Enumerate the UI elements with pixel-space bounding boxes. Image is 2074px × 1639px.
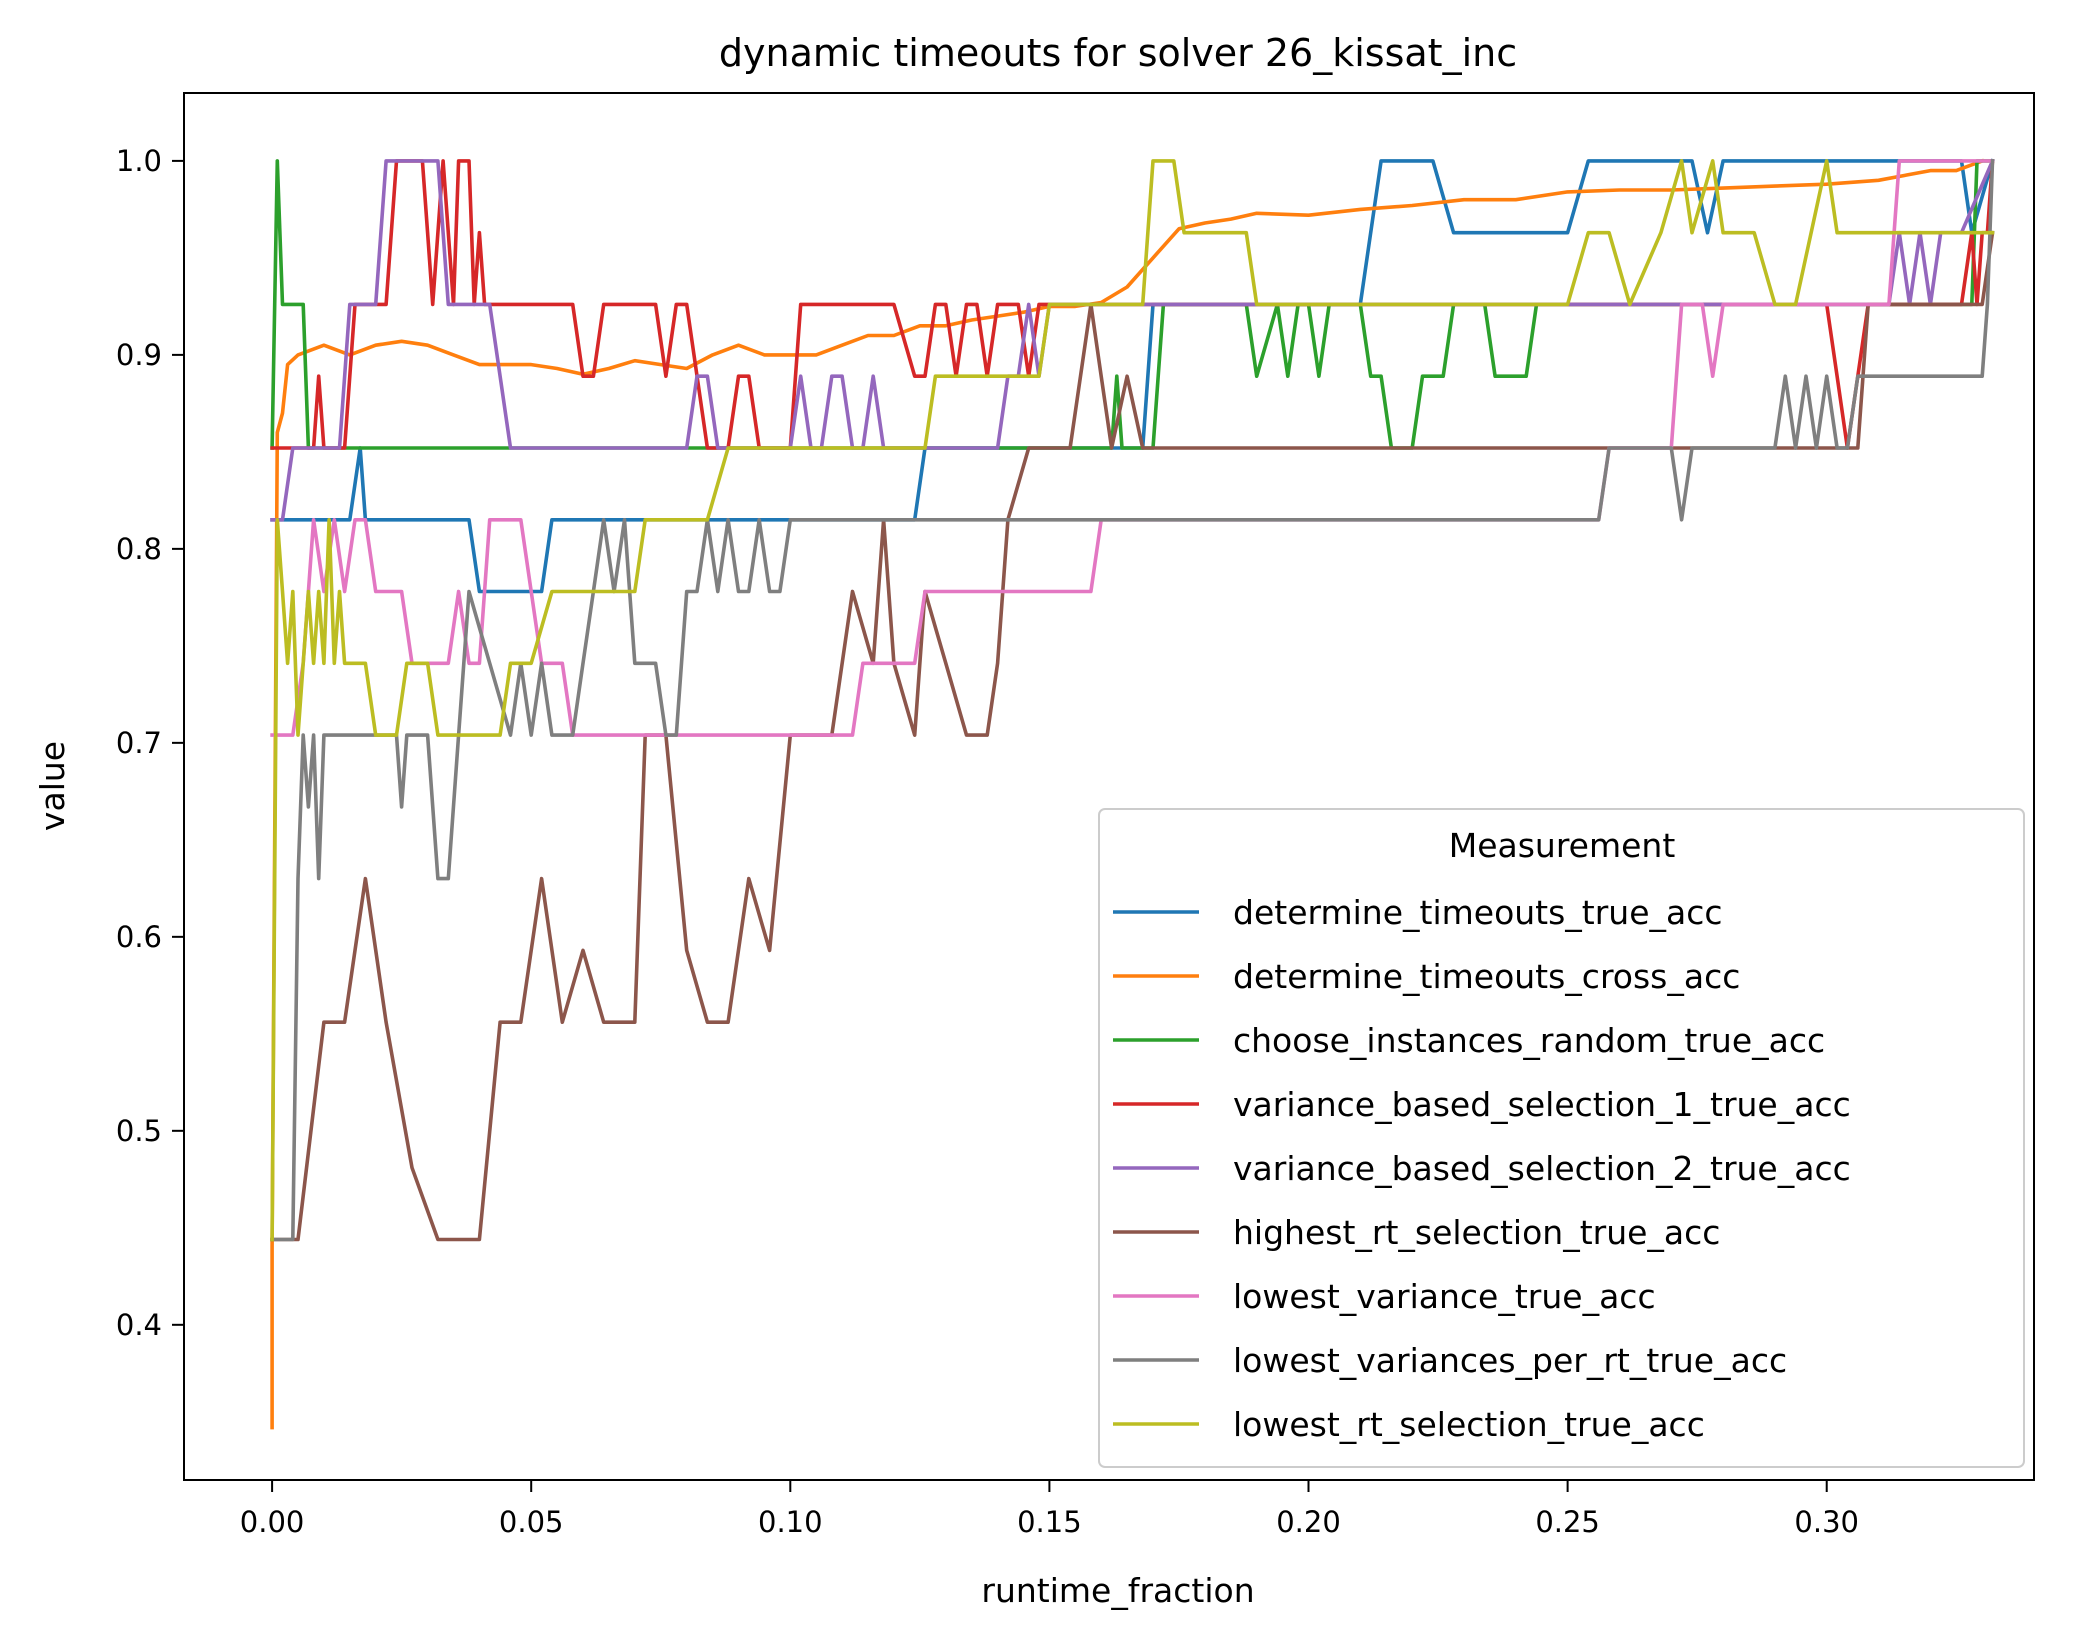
y-tick-label: 0.9 bbox=[116, 338, 162, 372]
y-tick-label: 0.7 bbox=[116, 726, 162, 760]
y-tick-label: 0.8 bbox=[116, 532, 162, 566]
legend-label-4: variance_based_selection_2_true_acc bbox=[1233, 1149, 1851, 1188]
legend-label-5: highest_rt_selection_true_acc bbox=[1233, 1213, 1720, 1252]
series-line-7 bbox=[270, 159, 1995, 1242]
plot-lines bbox=[270, 158, 1995, 1430]
legend-label-6: lowest_variance_true_acc bbox=[1233, 1277, 1656, 1316]
y-tick-label: 0.6 bbox=[116, 920, 162, 954]
series-line-6 bbox=[270, 159, 1995, 737]
x-tick-label: 0.25 bbox=[1535, 1505, 1600, 1539]
legend-entries: determine_timeouts_true_acc determine_tim… bbox=[1113, 893, 1851, 1444]
y-tick-label: 0.5 bbox=[116, 1114, 162, 1148]
x-tick-label: 0.20 bbox=[1276, 1505, 1341, 1539]
plot-frame bbox=[183, 92, 2035, 1481]
series-line-8 bbox=[270, 159, 1995, 1242]
y-tick-label: 0.4 bbox=[116, 1308, 162, 1342]
x-tick-label: 0.15 bbox=[1017, 1505, 1082, 1539]
x-tick-label: 0.00 bbox=[240, 1505, 305, 1539]
x-tick-label: 0.30 bbox=[1794, 1505, 1859, 1539]
x-axis-label: runtime_fraction bbox=[981, 1571, 1254, 1610]
series-line-1 bbox=[270, 158, 1985, 1430]
y-tick-label: 1.0 bbox=[116, 144, 162, 178]
x-tick-label: 0.10 bbox=[758, 1505, 823, 1539]
legend-label-0: determine_timeouts_true_acc bbox=[1233, 893, 1723, 932]
legend-label-3: variance_based_selection_1_true_acc bbox=[1233, 1085, 1851, 1124]
y-axis-ticks: 0.4 0.5 0.6 0.7 0.8 0.9 1.0 bbox=[116, 144, 184, 1342]
legend-title: Measurement bbox=[1449, 826, 1676, 865]
legend-label-1: determine_timeouts_cross_acc bbox=[1233, 957, 1740, 996]
legend-box bbox=[1098, 808, 2025, 1468]
x-axis-ticks: 0.00 0.05 0.10 0.15 0.20 0.25 0.30 bbox=[240, 1480, 1859, 1539]
y-axis-label: value bbox=[33, 741, 72, 831]
chart-title: dynamic timeouts for solver 26_kissat_in… bbox=[719, 31, 1517, 75]
legend-label-8: lowest_rt_selection_true_acc bbox=[1233, 1405, 1705, 1444]
x-tick-label: 0.05 bbox=[499, 1505, 564, 1539]
legend-label-7: lowest_variances_per_rt_true_acc bbox=[1233, 1341, 1787, 1380]
legend-label-2: choose_instances_random_true_acc bbox=[1233, 1021, 1825, 1060]
legend: Measurement determine_timeouts_true_accd… bbox=[1098, 808, 2025, 1468]
